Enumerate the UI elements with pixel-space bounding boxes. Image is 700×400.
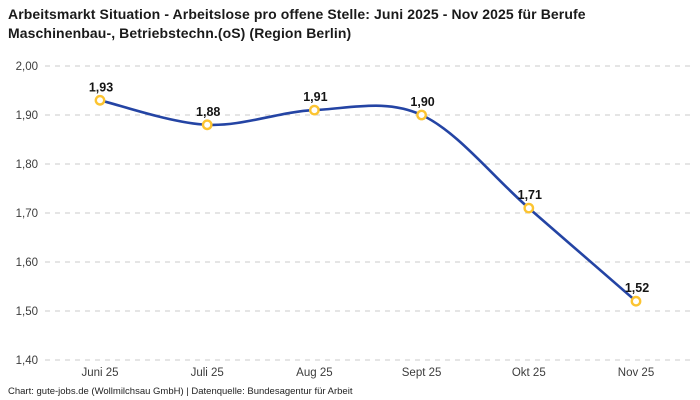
data-point-value-label: 1,93	[89, 80, 113, 94]
chart-title: Arbeitsmarkt Situation - Arbeitslose pro…	[8, 6, 586, 41]
y-axis-tick-label: 1,90	[16, 110, 38, 122]
data-point-value-label: 1,88	[196, 105, 220, 119]
x-axis-tick-label: Aug 25	[296, 367, 332, 379]
data-point-marker	[94, 94, 106, 106]
data-point-marker	[201, 119, 213, 131]
chart-footer-attribution: Chart: gute-jobs.de (Wollmilchsau GmbH) …	[8, 386, 353, 397]
x-axis-tick-label: Juli 25	[191, 367, 224, 379]
x-axis-tick-label: Sept 25	[402, 367, 442, 379]
y-axis-tick-label: 1,40	[16, 355, 38, 367]
y-axis-tick-label: 1,60	[16, 257, 38, 269]
data-point-value-label: 1,91	[303, 90, 327, 104]
data-point-marker	[416, 109, 427, 121]
data-point-marker	[523, 202, 535, 214]
data-point-value-label: 1,71	[518, 188, 542, 202]
y-axis-tick-label: 1,70	[16, 208, 38, 220]
data-point-marker	[630, 295, 642, 307]
x-axis-tick-label: Nov 25	[618, 367, 654, 379]
data-point-value-label: 1,52	[625, 281, 649, 295]
x-axis-tick-label: Okt 25	[512, 367, 546, 379]
y-axis-tick-label: 1,50	[16, 306, 38, 318]
x-axis-tick-label: Juni 25	[81, 367, 118, 379]
data-series-line	[98, 99, 638, 303]
data-point-marker	[308, 104, 320, 116]
y-axis-tick-label: 1,80	[16, 159, 38, 171]
data-point-value-label: 1,90	[410, 95, 434, 109]
y-axis-tick-label: 2,00	[16, 61, 38, 73]
